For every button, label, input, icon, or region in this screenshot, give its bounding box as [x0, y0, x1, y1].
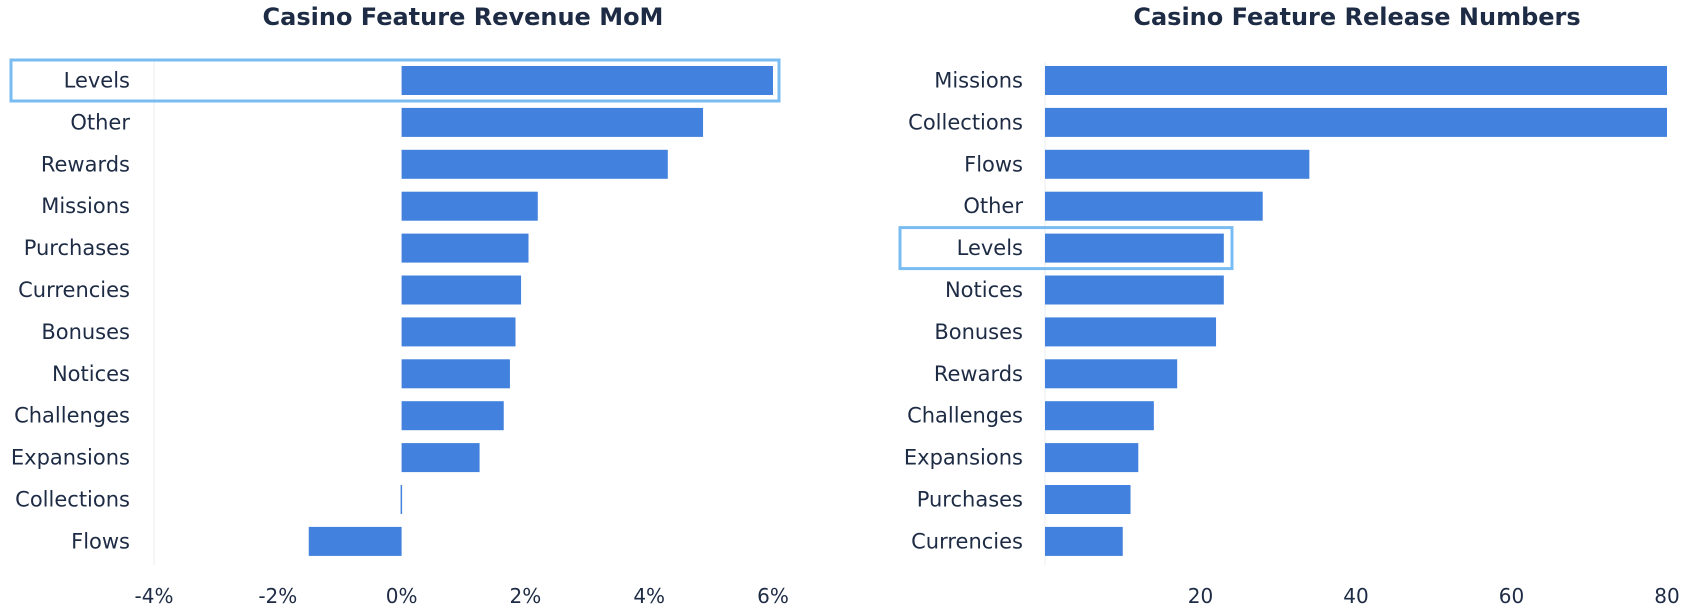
x-tick-label: -4% [135, 584, 174, 608]
bar [401, 359, 510, 389]
category-label: Purchases [917, 488, 1023, 512]
bar [401, 443, 480, 473]
bar [1045, 401, 1154, 431]
category-label: Bonuses [41, 320, 130, 344]
highlight-box [9, 58, 781, 103]
revenue-chart-title: Casino Feature Revenue MoM [263, 3, 664, 31]
bar [1045, 317, 1217, 347]
category-label: Notices [945, 278, 1023, 302]
category-label: Flows [964, 152, 1023, 176]
bar [401, 317, 516, 347]
bar [401, 275, 522, 305]
category-label: Levels [957, 236, 1023, 260]
category-label: Collections [908, 110, 1023, 134]
bar [1045, 191, 1263, 221]
category-label: Expansions [904, 446, 1023, 470]
x-tick-label: 2% [510, 584, 542, 608]
x-tick-label: 80 [1654, 584, 1679, 608]
category-label: Challenges [14, 404, 130, 428]
category-label: Missions [934, 69, 1023, 93]
bar [308, 526, 402, 556]
bar [401, 149, 668, 179]
release-chart-title: Casino Feature Release Numbers [1133, 3, 1580, 31]
x-tick-label: 60 [1499, 584, 1524, 608]
bar [1045, 526, 1123, 556]
bar [401, 66, 773, 95]
bar [1045, 443, 1139, 473]
category-label: Flows [71, 529, 130, 553]
bar [1045, 359, 1178, 389]
category-label: Rewards [934, 362, 1023, 386]
x-tick-label: 4% [633, 584, 665, 608]
category-label: Bonuses [934, 320, 1023, 344]
release-chart: Missions Collections Flows Other Levels Notic… [898, 62, 1680, 608]
bar [401, 233, 529, 263]
category-label: Challenges [907, 404, 1023, 428]
category-label: Other [963, 194, 1023, 218]
revenue-chart: Levels Other Rewards Missions Purchases Curre… [9, 58, 789, 608]
bar [401, 191, 538, 221]
bar [1045, 275, 1224, 305]
category-label: Purchases [24, 236, 130, 260]
x-tick-label: -2% [258, 584, 297, 608]
bar [1045, 485, 1131, 514]
category-label: Notices [52, 362, 130, 386]
category-label: Levels [64, 69, 130, 93]
category-label: Other [70, 110, 130, 134]
bar [1045, 66, 1667, 95]
x-tick-label: 0% [386, 584, 418, 608]
category-label: Currencies [18, 278, 130, 302]
x-tick-label: 20 [1188, 584, 1213, 608]
category-label: Collections [15, 488, 130, 512]
category-label: Missions [41, 194, 130, 218]
bar [1045, 107, 1667, 137]
bar [401, 401, 504, 431]
bar [400, 485, 403, 514]
bar [401, 107, 704, 137]
category-label: Expansions [11, 446, 130, 470]
category-label: Rewards [41, 152, 130, 176]
category-label: Currencies [911, 529, 1023, 553]
bar [1045, 233, 1224, 263]
bar [1045, 149, 1310, 179]
highlight-box [898, 226, 1234, 271]
x-tick-label: 6% [757, 584, 789, 608]
x-tick-label: 40 [1343, 584, 1368, 608]
